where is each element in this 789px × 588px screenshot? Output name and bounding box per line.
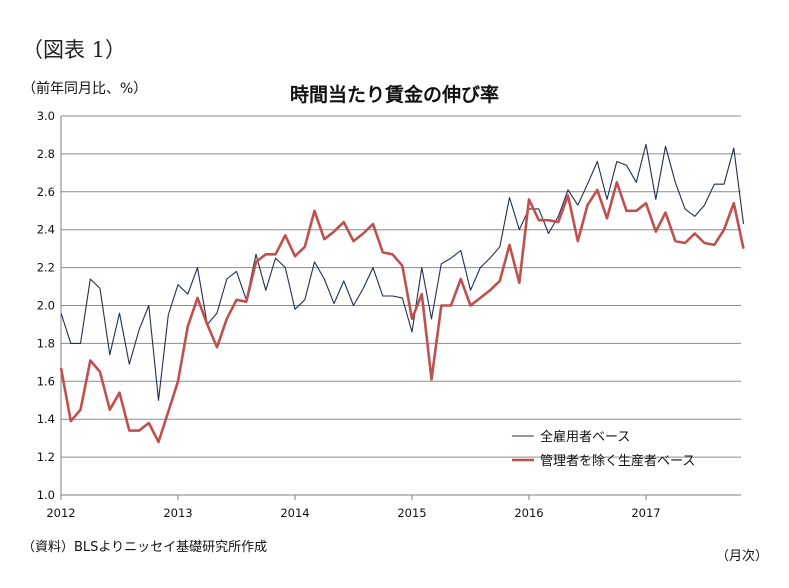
tick-labels: 3.0 2.8 2.6 2.4 2.2 2.0 1.8 1.6 1.4 1.2 1.0 2012 201… [37,109,661,520]
y-tick-label: 2.2 [37,261,55,275]
x-tick-label: 2016 [514,506,543,520]
chart-title: 時間当たり賃金の伸び率 [289,84,499,106]
x-tick-label: 2013 [163,506,192,520]
y-tick-label: 2.4 [37,223,55,237]
series-line-production-workers [59,181,745,444]
y-tick-label: 1.4 [37,412,55,426]
y-tick-label: 2.8 [37,147,55,161]
source-note: （資料）BLSよりニッセイ基礎研究所作成 [22,540,268,555]
y-tick-label: 2.6 [37,185,55,199]
axes [60,116,741,500]
x-tick-label: 2012 [46,506,75,520]
series-lines [59,143,745,444]
x-tick-label: 2014 [280,506,309,520]
x-tick-label: 2015 [397,506,426,520]
y-tick-label: 1.6 [37,374,55,388]
x-unit-label: （月次） [716,549,769,564]
figure-label: （図表 1） [22,38,127,62]
gridlines [61,115,741,458]
y-tick-label: 1.8 [37,336,55,350]
y-tick-label: 2.0 [37,299,55,313]
x-tick-label: 2017 [631,506,660,520]
legend-label: 管理者を除く生産者ベース [540,453,695,469]
series-line-all-employees [60,143,745,401]
y-tick-label: 1.2 [37,450,55,464]
y-tick-label: 1.0 [37,488,55,502]
legend-label: 全雇用者ベース [540,429,630,445]
y-tick-label: 3.0 [37,109,55,123]
y-unit-label: （前年同月比、%） [22,81,148,97]
